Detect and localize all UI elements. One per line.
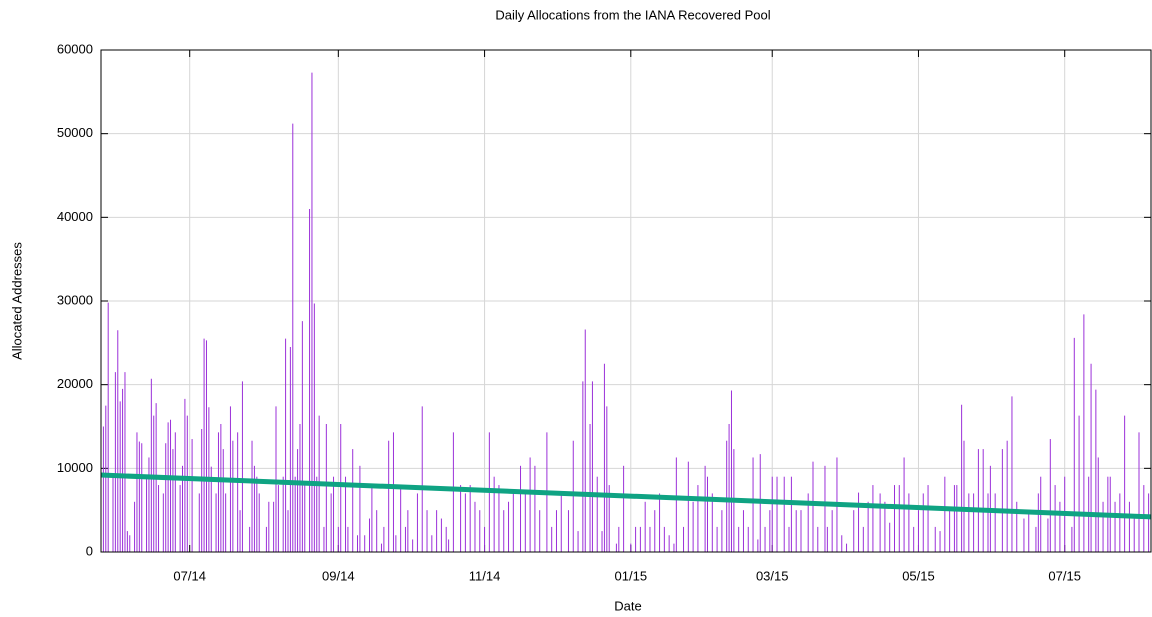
trend-line (100, 472, 1152, 520)
plot-frame (100, 49, 1152, 553)
y-tick-label: 30000 (57, 292, 93, 307)
chart-title: Daily Allocations from the IANA Recovere… (495, 7, 770, 22)
y-axis-label: Allocated Addresses (9, 242, 24, 360)
y-tick-label: 60000 (57, 41, 93, 56)
x-tick-label: 11/14 (469, 568, 501, 583)
y-tick-label: 10000 (57, 460, 93, 475)
x-tick-label: 07/15 (1048, 568, 1081, 583)
x-tick-label: 05/15 (902, 568, 935, 583)
y-tick-label: 0 (86, 543, 93, 558)
x-tick-label: 07/14 (173, 568, 206, 583)
y-tick-label: 40000 (57, 209, 93, 224)
x-axis-label: Date (614, 598, 641, 613)
x-tick-label: 01/15 (615, 568, 648, 583)
x-tick-label: 03/15 (756, 568, 789, 583)
y-tick-label: 20000 (57, 376, 93, 391)
y-tick-label: 50000 (57, 125, 93, 140)
x-tick-label: 09/14 (322, 568, 355, 583)
